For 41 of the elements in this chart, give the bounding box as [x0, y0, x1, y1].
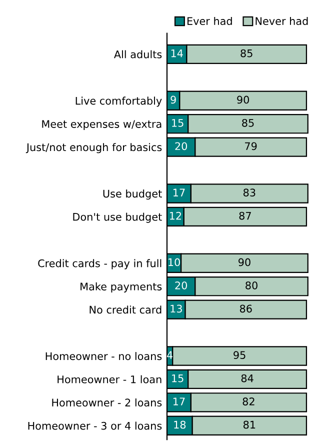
data-label: 80	[246, 281, 258, 290]
data-label: 15	[172, 119, 184, 127]
y-tick-label: Live comfortably	[76, 96, 162, 107]
y-tick-label: Homeowner - 1 loan	[58, 375, 162, 384]
y-tick-label: No credit card	[90, 306, 162, 314]
y-tick-label: Credit cards - pay in full	[38, 259, 162, 270]
legend-label: Never had	[256, 16, 308, 26]
data-label: 82	[242, 398, 254, 406]
data-label: 84	[241, 374, 254, 382]
legend-label: Ever had	[188, 16, 232, 26]
y-tick-label: Homeowner - 2 loans	[52, 398, 162, 407]
data-label: 83	[243, 188, 256, 197]
data-label: 86	[240, 304, 252, 313]
y-tick-label: Make payments	[80, 282, 162, 292]
data-label: 9	[170, 96, 176, 104]
data-label: 79	[245, 142, 257, 150]
data-label: 20	[175, 142, 188, 150]
y-tick-label: Homeowner - no loans	[46, 352, 162, 360]
y-tick-label: Homeowner - 3 or 4 loans	[28, 422, 162, 430]
data-label: 15	[172, 374, 184, 382]
data-label: 81	[243, 420, 256, 429]
y-tick-label: All adults	[114, 50, 162, 58]
data-label: 90	[238, 258, 250, 266]
data-label: 85	[240, 49, 252, 58]
data-label: 87	[239, 212, 251, 220]
y-tick-label: Don't use budget	[73, 212, 162, 223]
data-label: 17	[173, 188, 185, 196]
data-label: 12	[170, 212, 182, 220]
data-label: 17	[173, 398, 185, 406]
y-tick-label: Meet expenses w/extra	[42, 120, 162, 130]
data-label: 90	[237, 96, 250, 104]
y-tick-label: Use budget	[103, 190, 162, 200]
y-tick-label: Just/not enough for basics	[26, 143, 162, 154]
data-label: 85	[242, 118, 254, 127]
data-label: 13	[170, 304, 182, 313]
data-label: 18	[174, 420, 186, 429]
data-label: 20	[175, 281, 188, 290]
data-label: 10	[168, 258, 180, 266]
data-label: 4	[167, 351, 173, 359]
data-label: 95	[234, 351, 246, 360]
data-label: 14	[171, 49, 183, 58]
